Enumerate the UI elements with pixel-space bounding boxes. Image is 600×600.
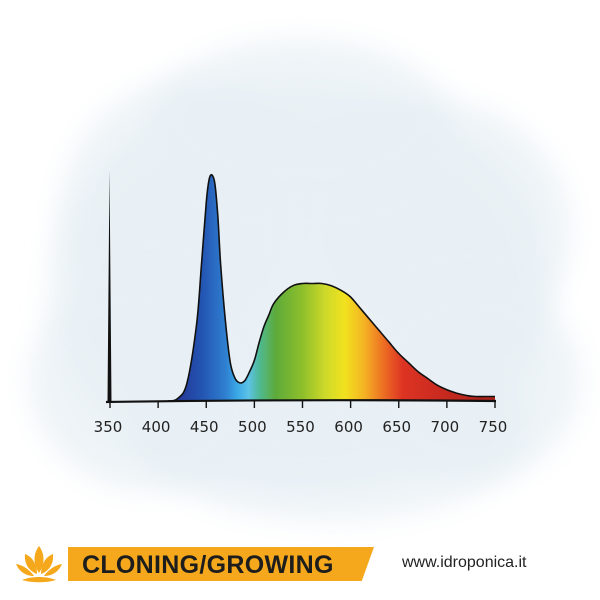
x-tick-label: 350 — [94, 418, 123, 436]
category-badge: CLONING/GROWING — [68, 547, 374, 581]
x-tick-label: 700 — [431, 418, 460, 436]
x-tick-label: 650 — [382, 418, 411, 436]
x-tick-label: 750 — [479, 418, 508, 436]
background-wash — [30, 40, 580, 520]
x-tick-label: 400 — [142, 418, 171, 436]
footer-banner: CLONING/GROWING www.idroponica.it — [0, 540, 600, 590]
lotus-icon — [16, 546, 62, 583]
category-label: CLONING/GROWING — [82, 551, 334, 579]
y-axis — [107, 170, 112, 402]
x-tick-label: 600 — [334, 418, 363, 436]
wash-blob — [150, 40, 450, 200]
spectrum-curve-outline — [167, 173, 495, 402]
wash-blob — [360, 280, 580, 480]
x-tick-label: 450 — [190, 418, 219, 436]
spectrum-area — [167, 174, 496, 401]
x-tick-label: 500 — [238, 418, 267, 436]
website-url: www.idroponica.it — [402, 554, 527, 571]
x-tick-label: 550 — [286, 418, 315, 436]
